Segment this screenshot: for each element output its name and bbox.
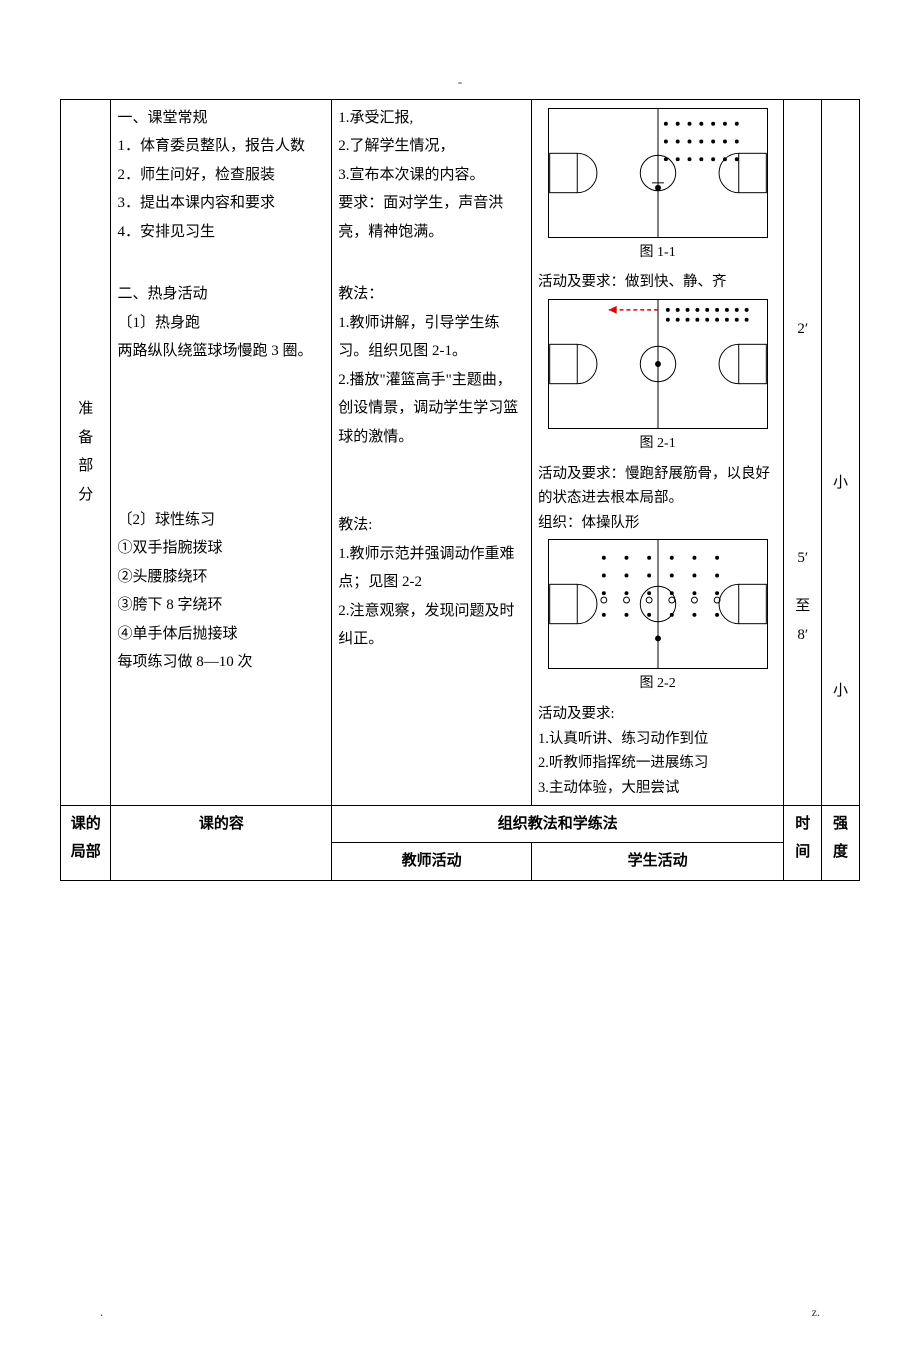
organization-line: 组织：体操队形: [538, 511, 777, 536]
section-char: 部: [67, 452, 104, 481]
teacher-line: 3.宣布本次课的内容。: [338, 161, 525, 190]
diagram-2-2: [548, 539, 768, 669]
header-label: 课的局部: [71, 816, 101, 861]
figure-caption: 图 2-1: [538, 431, 777, 458]
page-footer: . z.: [60, 1301, 860, 1324]
content-line: 4．安排见习生: [117, 218, 325, 247]
teacher-line: 2.播放"灌篮高手"主题曲，创设情景，调动学生学习篮球的激情。: [338, 366, 525, 452]
content-line: 1．体育委员整队，报告人数: [117, 132, 325, 161]
content-line: 两路纵队绕篮球场慢跑 3 圈。: [117, 337, 325, 366]
teacher-heading: 教法：: [338, 280, 525, 309]
content-line: ④单手体后抛接球: [117, 620, 325, 649]
header-time: 时间: [784, 805, 822, 880]
header-student: 学生活动: [531, 843, 783, 881]
intensity-value: 小: [828, 677, 853, 706]
time-value: 8′: [790, 621, 815, 650]
content-line: 〔1〕热身跑: [117, 309, 325, 338]
lesson-plan-table: 准 备 部 分 一、课堂常规 1．体育委员整队，报告人数 2．师生问好，检查服装…: [60, 99, 860, 881]
court-icon: [549, 109, 767, 237]
activity-requirement-title: 活动及要求:: [538, 702, 777, 727]
content-cell: 一、课堂常规 1．体育委员整队，报告人数 2．师生问好，检查服装 3．提出本课内…: [111, 99, 332, 805]
teacher-line: 2.注意观察，发现问题及时纠正。: [338, 597, 525, 654]
footer-left: .: [100, 1301, 103, 1324]
teacher-cell: 1.承受汇报, 2.了解学生情况， 3.宣布本次课的内容。 要求：面对学生，声音…: [332, 99, 532, 805]
figure-caption: 图 1-1: [538, 240, 777, 267]
teacher-line: 1.教师讲解，引导学生练习。组织见图 2-1。: [338, 309, 525, 366]
header-label: 课的容: [199, 816, 244, 832]
time-value: 至: [790, 592, 815, 621]
header-label: 教师活动: [402, 853, 462, 869]
content-line: ③胯下 8 字绕环: [117, 591, 325, 620]
diagram-1-1: [548, 108, 768, 238]
court-icon: [549, 300, 767, 428]
court-icon: [549, 540, 767, 668]
activity-requirement: 1.认真听讲、练习动作到位: [538, 727, 777, 752]
content-line: 3．提出本课内容和要求: [117, 189, 325, 218]
activity-requirement: 活动及要求：慢跑舒展筋骨，以良好的状态进去根本局部。: [538, 462, 777, 511]
diagram-2-1: [548, 299, 768, 429]
table-header-row: 课的局部 课的容 组织教法和学练法 时间 强度: [61, 805, 860, 843]
header-merged: 组织教法和学练法: [332, 805, 784, 843]
header-intensity: 强度: [822, 805, 860, 880]
section-char: 备: [67, 424, 104, 453]
header-teacher: 教师活动: [332, 843, 532, 881]
time-value: 2′: [790, 315, 815, 344]
teacher-line: 2.了解学生情况，: [338, 132, 525, 161]
header-section: 课的局部: [61, 805, 111, 880]
header-content: 课的容: [111, 805, 332, 880]
section-char: 分: [67, 481, 104, 510]
activity-requirement: 2.听教师指挥统一进展练习: [538, 751, 777, 776]
content-line: 〔2〕球性练习: [117, 506, 325, 535]
student-cell: 图 1-1 活动及要求：做到快、静、齐: [531, 99, 783, 805]
teacher-line: 1.教师示范并强调动作重难点；见图 2-2: [338, 540, 525, 597]
figure-caption: 图 2-2: [538, 671, 777, 698]
content-line: 2．师生问好，检查服装: [117, 161, 325, 190]
content-line: 每项练习做 8—10 次: [117, 648, 325, 677]
page-header-dash: -: [60, 70, 860, 95]
intensity-cell: 小 小: [822, 99, 860, 805]
header-label: 学生活动: [628, 853, 688, 869]
teacher-line: 要求：面对学生，声音洪亮，精神饱满。: [338, 189, 525, 246]
content-line: ②头腰膝绕环: [117, 563, 325, 592]
section-label-cell: 准 备 部 分: [61, 99, 111, 805]
footer-right: z.: [812, 1301, 820, 1324]
teacher-line: 1.承受汇报,: [338, 104, 525, 133]
content-heading: 一、课堂常规: [117, 104, 325, 133]
table-row: 准 备 部 分 一、课堂常规 1．体育委员整队，报告人数 2．师生问好，检查服装…: [61, 99, 860, 805]
section-char: 准: [67, 395, 104, 424]
header-label: 时间: [795, 816, 810, 861]
activity-requirement: 3.主动体验，大胆尝试: [538, 776, 777, 801]
time-cell: 2′ 5′ 至 8′: [784, 99, 822, 805]
intensity-value: 小: [828, 469, 853, 498]
teacher-heading: 教法:: [338, 511, 525, 540]
content-line: ①双手指腕拨球: [117, 534, 325, 563]
header-label: 强度: [833, 816, 848, 861]
content-heading: 二、热身活动: [117, 280, 325, 309]
header-label: 组织教法和学练法: [498, 816, 618, 832]
activity-requirement: 活动及要求：做到快、静、齐: [538, 270, 777, 295]
time-value: 5′: [790, 544, 815, 573]
